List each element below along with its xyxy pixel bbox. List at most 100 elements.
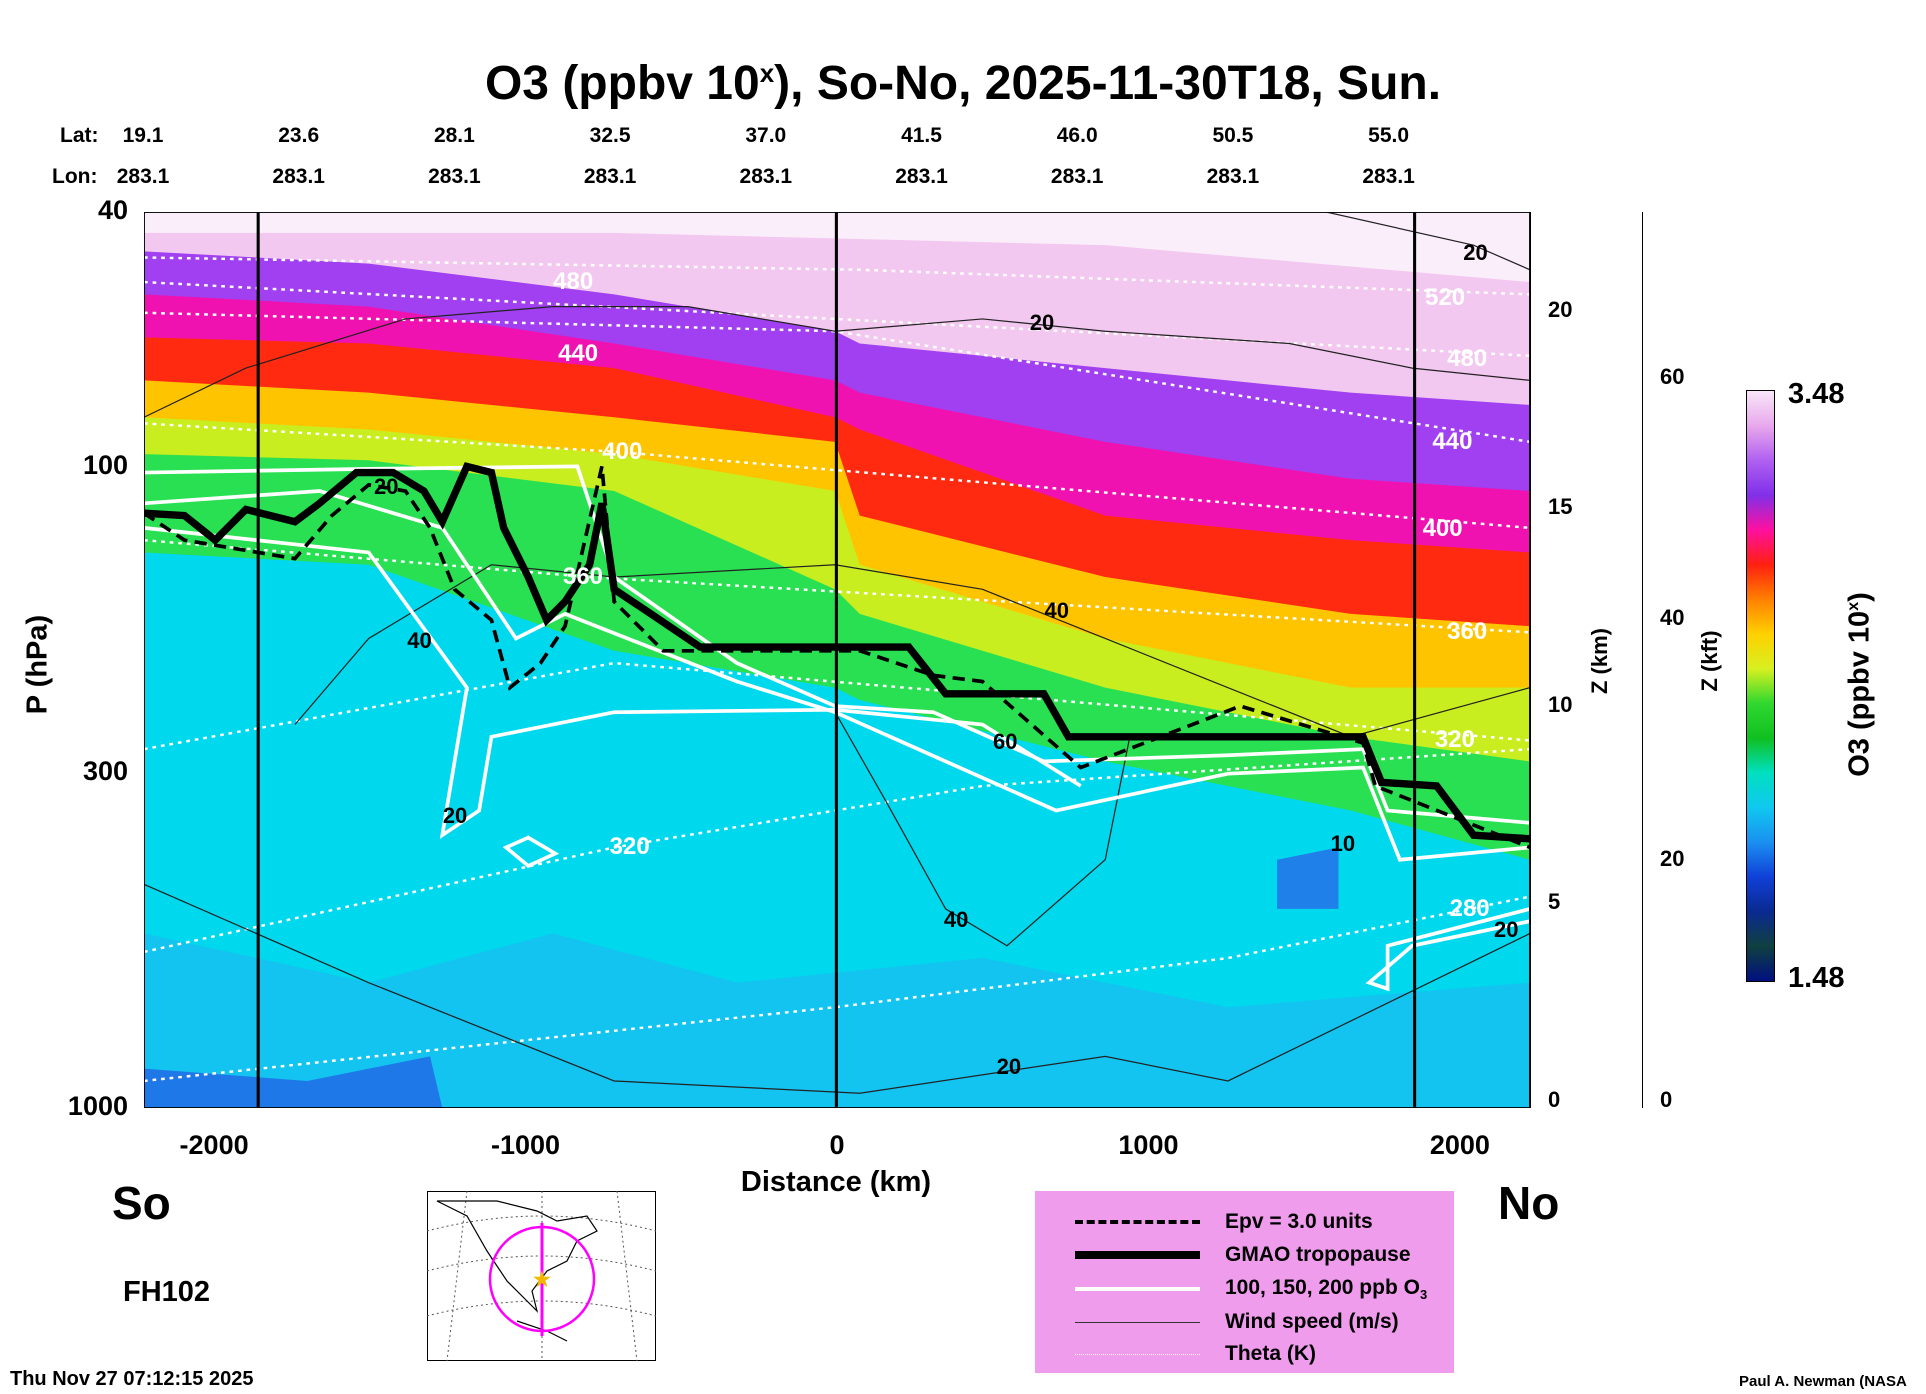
locator-map: ★ <box>427 1191 656 1361</box>
lon-value: 283.1 <box>583 165 637 188</box>
theta-label: 520 <box>1425 284 1466 312</box>
theta-lines <box>144 256 1530 1083</box>
wind-label: 20 <box>996 1054 1022 1080</box>
lat-value: 23.6 <box>278 124 320 147</box>
wind-label: 20 <box>1463 240 1488 266</box>
lat-value: 41.5 <box>901 124 942 147</box>
legend-label: Epv = 3.0 units <box>1225 1210 1373 1233</box>
legend-label: 100, 150, 200 ppb O3 <box>1225 1275 1428 1303</box>
lon-label: Lon: <box>52 165 98 188</box>
theta-label: 360 <box>562 563 604 591</box>
theta-label: 280 <box>1449 894 1490 922</box>
x-tick-label: 2000 <box>1429 1130 1490 1160</box>
lon-value: 283.1 <box>272 165 325 188</box>
lat-value: 32.5 <box>589 124 631 147</box>
z-kft-tick: 20 <box>1660 846 1685 871</box>
reference-verticals <box>256 212 1417 1108</box>
dotted-line-swatch <box>1075 1353 1200 1355</box>
star-icon: ★ <box>533 1269 551 1291</box>
lon-value: 283.1 <box>895 165 948 188</box>
thick-line-swatch <box>1075 1251 1200 1259</box>
lat-value: 28.1 <box>433 124 475 147</box>
theta-label: 320 <box>1434 726 1475 754</box>
z-km-tick: 20 <box>1548 296 1573 322</box>
theta-label: 360 <box>1447 618 1488 646</box>
z-km-label: Z (km) <box>1587 628 1612 694</box>
z-km-axis <box>1530 212 1531 1108</box>
ozone-cross-section <box>144 212 1530 1108</box>
x-tick-label: -2000 <box>179 1130 249 1160</box>
lon-value: 283.1 <box>428 165 481 188</box>
lat-value: 55.0 <box>1368 124 1410 147</box>
top-band <box>144 212 1530 283</box>
z-kft-tick: 60 <box>1660 364 1685 389</box>
lat-value: 19.1 <box>122 124 164 147</box>
theta-label: 480 <box>1447 344 1488 372</box>
y-tick-label: 40 <box>97 195 128 225</box>
lon-value: 283.1 <box>739 165 793 188</box>
z-km-tick: 10 <box>1548 691 1573 717</box>
low-ozone-patch <box>1277 847 1339 909</box>
theta-label: 400 <box>602 437 643 465</box>
wind-label: 20 <box>374 473 399 499</box>
south-label: So <box>112 1177 171 1229</box>
z-km-tick: 5 <box>1548 889 1561 915</box>
legend-label: GMAO tropopause <box>1225 1243 1411 1266</box>
theta-label: 440 <box>558 339 599 367</box>
legend-item-ozone: 100, 150, 200 ppb O3 <box>1075 1274 1427 1304</box>
timestamp: Thu Nov 27 07:12:15 2025 <box>10 1368 254 1390</box>
epv-line <box>144 466 1530 850</box>
wind-label: 40 <box>1044 597 1070 623</box>
z-kft-axis <box>1642 212 1643 1108</box>
x-tick-label: 1000 <box>1118 1130 1179 1160</box>
legend-item-theta: Theta (K) <box>1075 1339 1316 1369</box>
legend-item-epv: Epv = 3.0 units <box>1075 1207 1373 1237</box>
wind-label: 20 <box>1029 310 1055 336</box>
lon-value: 283.1 <box>1362 165 1415 188</box>
y-tick-label: 1000 <box>67 1091 128 1121</box>
wind-label: 10 <box>1330 830 1356 856</box>
legend-item-tropopause: GMAO tropopause <box>1075 1240 1411 1270</box>
chart-title: O3 (ppbv 10x), So-No, 2025-11-30T18, Sun… <box>484 57 1442 110</box>
white-line-swatch <box>1075 1287 1200 1291</box>
z-km-tick: 15 <box>1548 494 1573 520</box>
theta-label: 400 <box>1422 515 1463 543</box>
legend: Epv = 3.0 units GMAO tropopause 100, 150… <box>1035 1191 1454 1373</box>
x-tick-label: 0 <box>829 1130 845 1160</box>
colorbar-max: 3.48 <box>1788 378 1845 410</box>
theta-label: 480 <box>553 268 594 296</box>
theta-label: 440 <box>1432 428 1473 456</box>
wind-label: 40 <box>407 628 432 654</box>
thin-line-swatch <box>1075 1321 1200 1323</box>
low-ozone-patch <box>144 1056 443 1108</box>
north-label: No <box>1498 1177 1560 1229</box>
credit: Paul A. Newman (NASA <box>1739 1373 1907 1390</box>
tropopause-line <box>144 462 1530 843</box>
wind-label: 20 <box>1493 916 1519 942</box>
theta-label: 320 <box>609 833 650 861</box>
z-kft-label: Z (kft) <box>1697 630 1722 692</box>
x-axis-label: Distance (km) <box>740 1166 932 1198</box>
wind-label: 40 <box>943 907 969 932</box>
colorbar-min: 1.48 <box>1788 962 1845 994</box>
y-axis-label: P (hPa) <box>21 614 54 715</box>
y-tick-label: 300 <box>82 755 128 786</box>
wind-label: 60 <box>992 728 1018 754</box>
lon-value: 283.1 <box>1206 165 1260 188</box>
z-kft-tick: 0 <box>1660 1087 1673 1112</box>
legend-label: Theta (K) <box>1225 1342 1316 1365</box>
forecast-hour: FH102 <box>123 1276 211 1308</box>
dashed-line-swatch <box>1075 1220 1200 1224</box>
lat-value: 37.0 <box>745 124 787 147</box>
legend-label: Wind speed (m/s) <box>1225 1310 1399 1333</box>
lat-value: 46.0 <box>1056 124 1098 147</box>
wind-label: 20 <box>442 802 468 828</box>
lat-value: 50.5 <box>1212 124 1254 147</box>
z-kft-tick: 40 <box>1660 605 1685 630</box>
z-km-tick: 0 <box>1548 1087 1561 1112</box>
legend-item-wind: Wind speed (m/s) <box>1075 1307 1399 1337</box>
colorbar <box>1746 390 1775 982</box>
x-tick-label: -1000 <box>491 1130 561 1160</box>
colorbar-label: O3 (ppbv 10x) <box>1843 592 1876 777</box>
lon-value: 283.1 <box>1050 165 1104 188</box>
